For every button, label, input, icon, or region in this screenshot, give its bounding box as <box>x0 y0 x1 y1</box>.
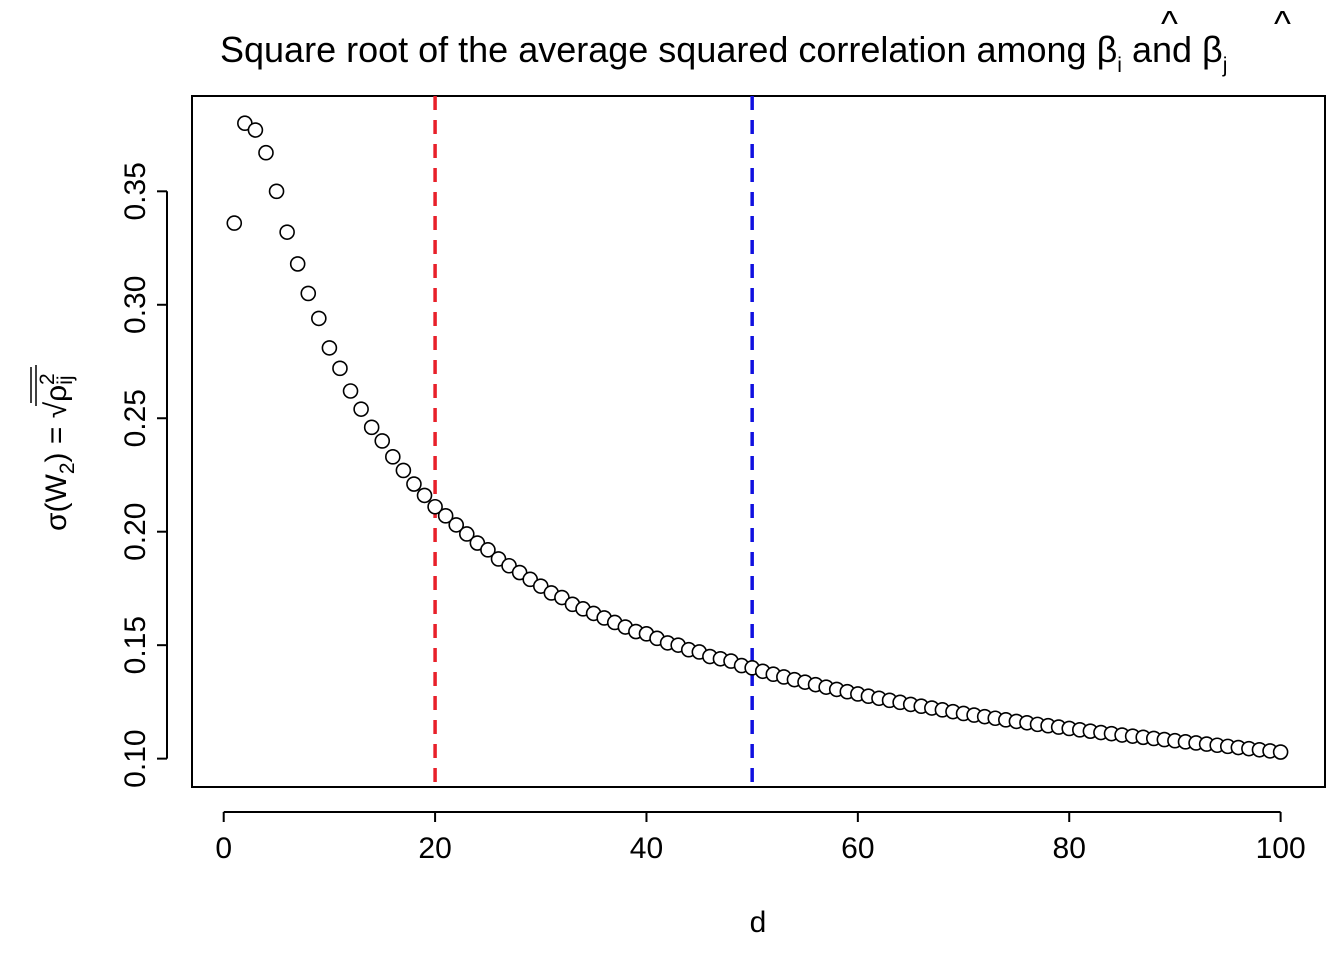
y-tick-label: 0.10 <box>119 729 152 787</box>
y-title-close: ) = <box>40 418 73 462</box>
y-title-rho-superscript: 2 <box>36 373 59 385</box>
data-points <box>226 115 1289 760</box>
data-point <box>268 183 285 200</box>
svg-text:Square root of the average squ: Square root of the average squared corre… <box>220 29 1227 77</box>
title-beta-j: β <box>1202 29 1223 70</box>
y-axis: 0.10 0.15 0.20 0.25 0.30 0.35 <box>119 162 168 788</box>
y-title-rho: ρ <box>40 385 73 402</box>
data-point <box>480 542 496 558</box>
data-point <box>416 487 433 504</box>
y-tick-label: 0.25 <box>119 389 152 447</box>
data-point <box>342 383 359 399</box>
data-point <box>311 310 327 327</box>
data-point <box>427 498 443 515</box>
data-point <box>1272 744 1289 760</box>
data-point <box>300 285 317 302</box>
x-axis-title: d <box>750 906 767 939</box>
data-point <box>321 340 338 356</box>
y-title-subscript: 2 <box>56 462 79 474</box>
title-middle: and <box>1122 29 1202 70</box>
data-point <box>385 449 401 465</box>
title-subscript-j: j <box>1222 54 1228 77</box>
x-tick-label: 40 <box>630 832 663 865</box>
title-hat-j: ^ <box>1274 3 1291 44</box>
chart-title: Square root of the average squared corre… <box>220 3 1291 77</box>
data-point <box>448 517 465 533</box>
data-point <box>363 419 380 436</box>
y-tick-label: 0.15 <box>119 616 152 674</box>
x-axis: 0 20 40 60 80 100 <box>215 811 1306 865</box>
y-tick-label: 0.30 <box>119 276 152 334</box>
y-title-sigma: σ <box>40 512 73 531</box>
data-point <box>258 144 274 161</box>
x-tick-label: 80 <box>1053 832 1086 865</box>
reference-lines <box>433 96 754 787</box>
y-axis-title: σ(W2) = √ρij 2 <box>30 365 79 531</box>
y-title-open: (W <box>40 473 73 512</box>
y-tick-label: 0.20 <box>119 503 152 561</box>
svg-text:σ(W2) = √ρij: σ(W2) = √ρij <box>40 375 79 531</box>
data-point <box>289 256 306 272</box>
title-prefix: Square root of the average squared corre… <box>220 29 1097 70</box>
data-point <box>437 508 454 524</box>
data-point <box>332 360 348 377</box>
data-point <box>458 526 475 542</box>
plot-frame <box>191 95 1326 788</box>
data-point <box>226 215 243 231</box>
y-title-rho-subscript: ij <box>54 375 77 384</box>
x-tick-label: 100 <box>1256 832 1306 865</box>
y-title-root: √ <box>40 401 73 418</box>
data-point <box>279 224 295 240</box>
data-point <box>374 433 391 449</box>
data-point <box>406 476 422 492</box>
title-subscript-i: i <box>1117 54 1122 77</box>
x-tick-label: 0 <box>215 832 232 865</box>
y-tick-label: 0.35 <box>119 162 152 220</box>
data-point <box>353 401 369 417</box>
title-beta-i: β <box>1097 29 1118 70</box>
x-tick-label: 20 <box>418 832 451 865</box>
data-point <box>395 462 412 479</box>
title-hat-i: ^ <box>1161 3 1178 44</box>
data-point <box>247 122 264 138</box>
x-tick-label: 60 <box>841 832 874 865</box>
